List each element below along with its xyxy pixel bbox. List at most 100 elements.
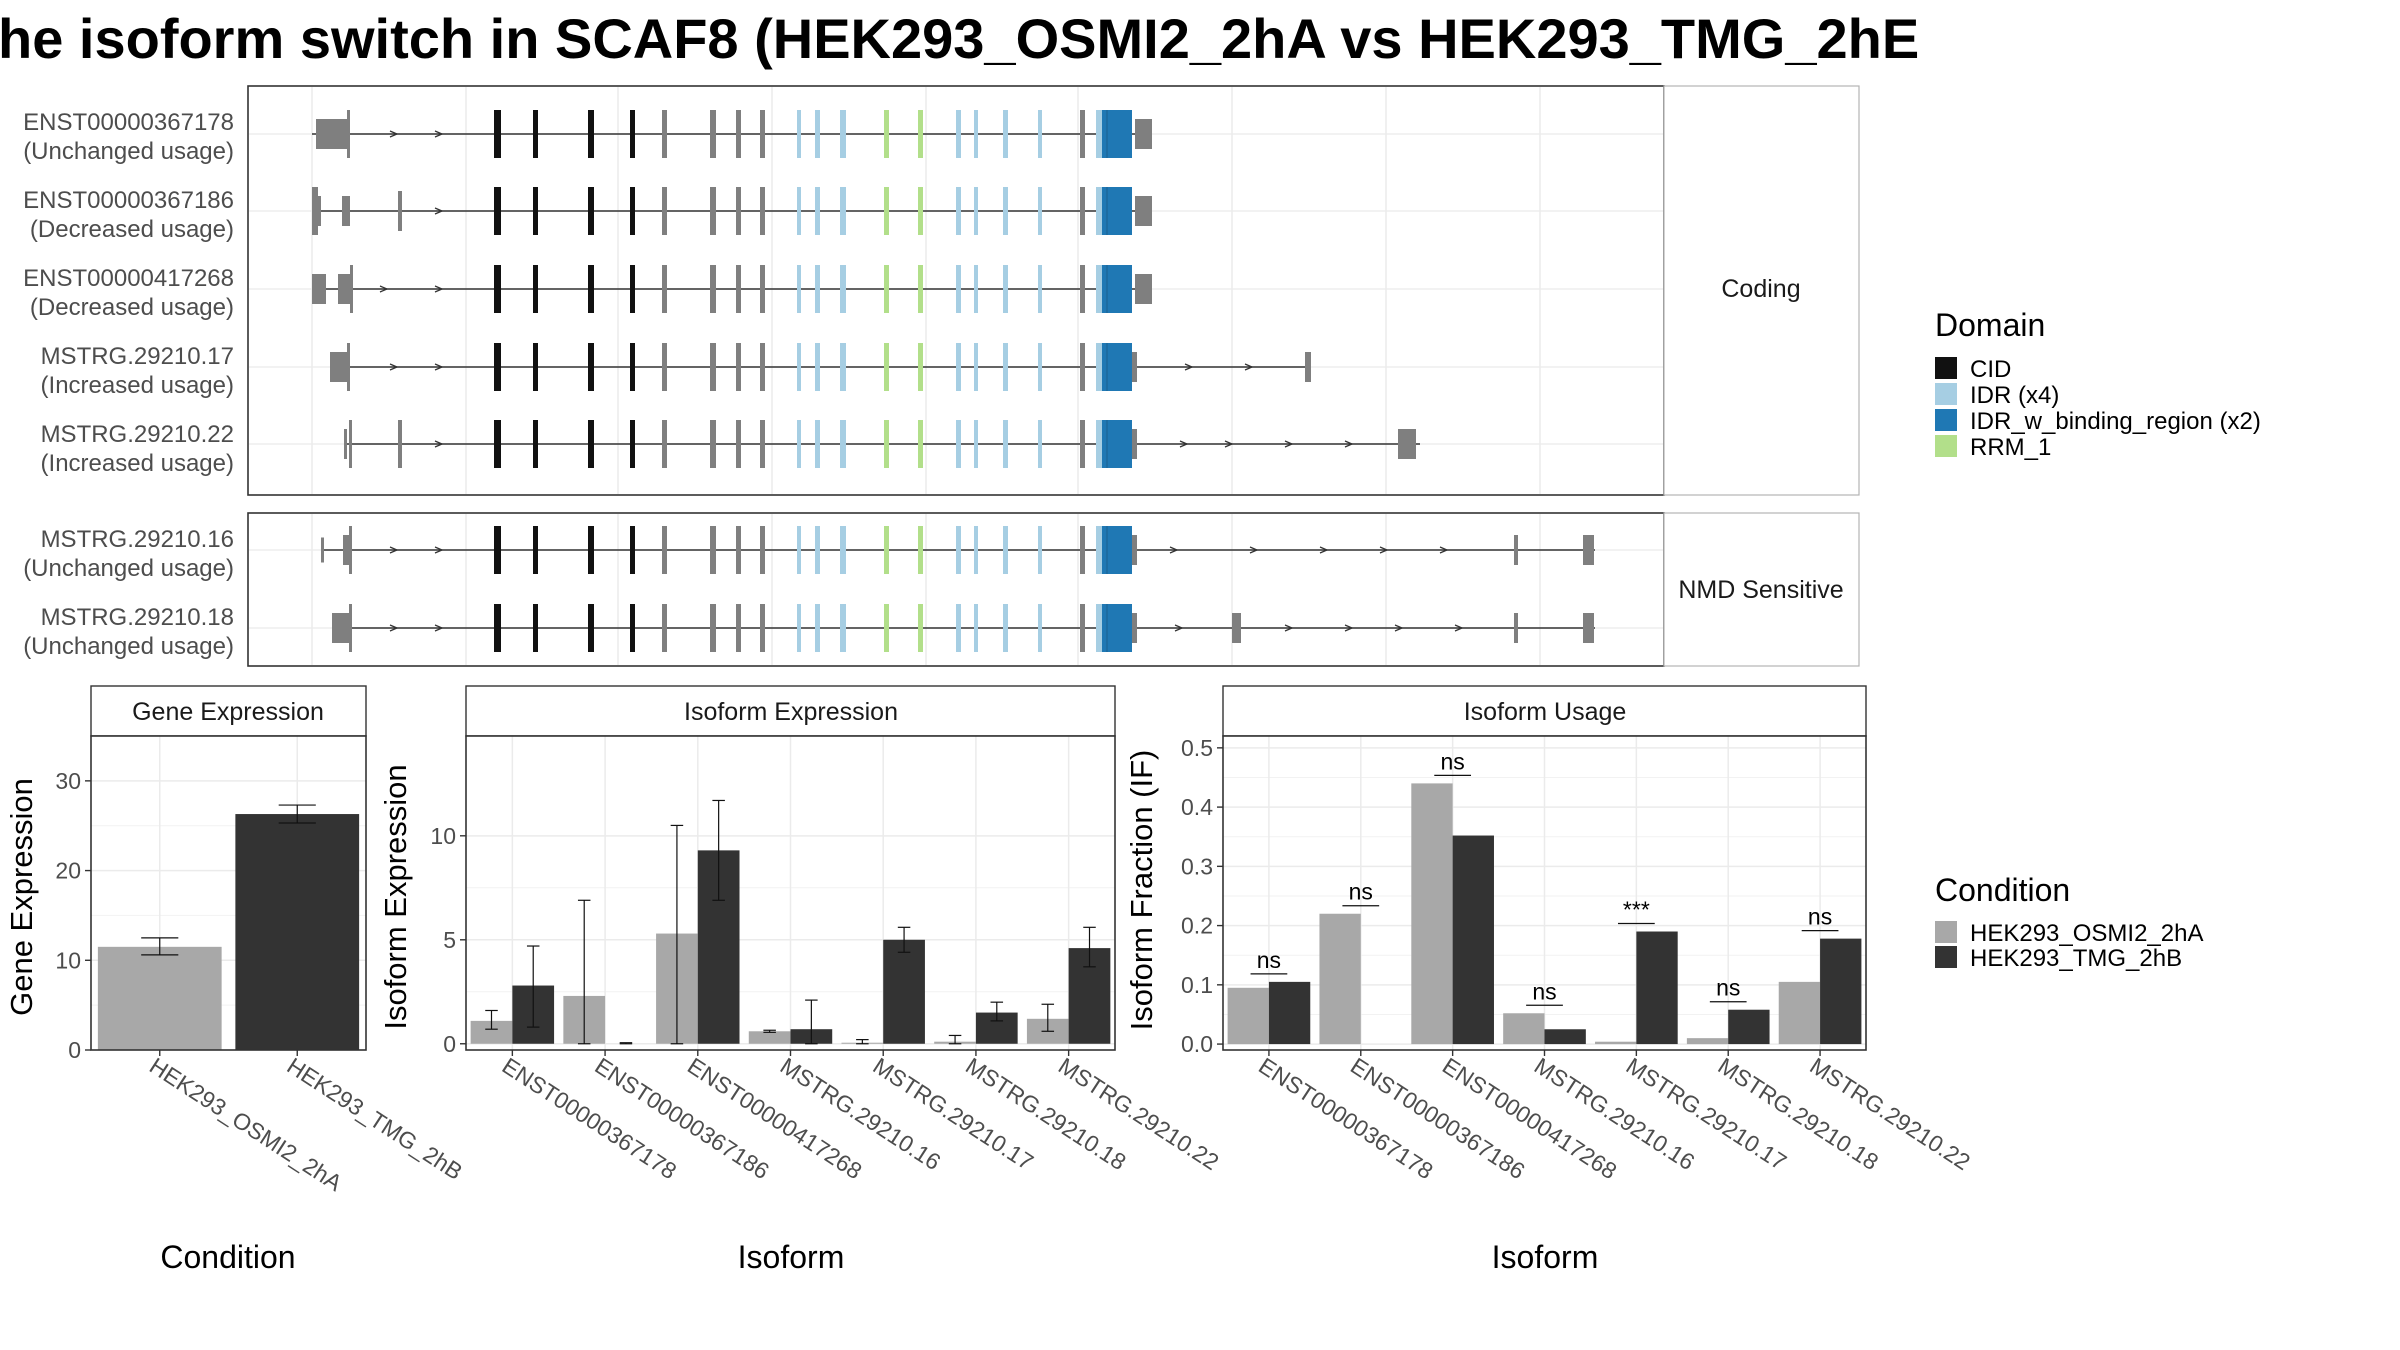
exon-domain-block: [494, 420, 501, 468]
nmd-strip: [1663, 512, 1860, 667]
exon-block: [342, 196, 350, 226]
isoform-expression-panel: Isoform Expression Isoform Isoform Expre…: [378, 685, 1224, 1275]
exon-domain-block: [630, 110, 635, 158]
x-tick-label: ENST00000417268: [683, 1052, 867, 1184]
exon-domain-block: [840, 526, 846, 574]
nmd-strip-label: NMD Sensitive: [1678, 576, 1843, 604]
exon-domain-block: [1096, 526, 1102, 574]
strand-arrow: [1249, 546, 1259, 554]
exon-domain-block: [710, 420, 716, 468]
x-tick-label: ENST00000367178: [1254, 1052, 1438, 1184]
exon-domain-block: [533, 420, 538, 468]
x-tick-label: MSTRG.29210.18: [961, 1052, 1131, 1175]
y-tick-label: 0: [443, 1031, 456, 1057]
transcript-track: [332, 604, 1595, 652]
isoform-usage-xlabel: Isoform: [1492, 1239, 1599, 1275]
exon-domain-block: [884, 110, 889, 158]
strand-arrow: [1224, 440, 1234, 448]
legend-label-idr: IDR (x4): [1970, 382, 2059, 409]
significance-label: ***: [1623, 897, 1650, 923]
bar: [1595, 1041, 1637, 1045]
exon-domain-block: [797, 265, 801, 313]
y-tick-label: 10: [430, 823, 456, 849]
strand-arrow: [1284, 440, 1294, 448]
legend-label-cond-b: HEK293_TMG_2hB: [1970, 945, 2182, 972]
exon-domain-block: [494, 110, 501, 158]
exon-domain-block: [710, 110, 716, 158]
exon-domain-block: [1003, 187, 1008, 235]
exon-domain-block: [1096, 604, 1102, 652]
exon-block: [1583, 535, 1594, 565]
exon-block: [312, 274, 326, 304]
exon-block: [1132, 429, 1137, 459]
track-1-name: ENST00000367186: [23, 187, 234, 214]
domain-legend-title: Domain: [1935, 307, 2045, 343]
exon-domain-block: [918, 343, 923, 391]
isoform-usage-ylabel: Isoform Fraction (IF): [1124, 750, 1159, 1031]
exon-domain-block: [494, 187, 501, 235]
strand-arrow: [389, 546, 399, 554]
exon-domain-block: [1003, 343, 1008, 391]
exon-domain-block: [1080, 420, 1085, 468]
exon-domain-block: [797, 526, 801, 574]
track-5-status: (Unchanged usage): [23, 555, 234, 582]
isoform-usage-strip: [1222, 685, 1867, 737]
exon-domain-block: [533, 526, 538, 574]
exon-domain-block: [918, 265, 923, 313]
exon-domain-block: [588, 110, 594, 158]
x-tick-label: MSTRG.29210.17: [868, 1052, 1038, 1175]
significance-label: ns: [1716, 975, 1740, 1001]
exon-domain-block: [710, 343, 716, 391]
track-4-name: MSTRG.29210.22: [41, 421, 234, 448]
exon-domain-block: [1038, 343, 1042, 391]
exon-domain-block: [1096, 187, 1102, 235]
strand-arrow: [434, 207, 444, 215]
exon-domain-block: [974, 604, 978, 652]
exon-domain-block: [1080, 343, 1085, 391]
significance-label: ns: [1808, 904, 1832, 930]
exon-domain-block: [956, 265, 961, 313]
y-tick-label: 10: [55, 947, 81, 973]
strand-arrow: [434, 546, 444, 554]
exon-block: [338, 274, 350, 304]
strand-arrow: [1174, 624, 1184, 632]
exon-domain-block: [974, 265, 978, 313]
strand-arrow: [1244, 363, 1254, 371]
strand-arrow: [1319, 546, 1329, 554]
exon-domain-block: [956, 110, 961, 158]
transcript-track: [312, 187, 1152, 235]
exon-domain-block: [736, 343, 741, 391]
exon-domain-block: [1003, 526, 1008, 574]
x-tick-label: ENST00000367178: [498, 1052, 682, 1184]
exon-block: [1132, 352, 1137, 382]
exon-domain-block: [630, 187, 635, 235]
strand-arrow: [434, 130, 444, 138]
exon-block: [312, 187, 318, 235]
exon-domain-block: [1038, 110, 1042, 158]
exon-domain-block: [797, 110, 801, 158]
strand-arrow: [1379, 546, 1389, 554]
track-6-status: (Unchanged usage): [23, 633, 234, 660]
x-tick-label: MSTRG.29210.22: [1054, 1052, 1224, 1175]
exon-block: [1398, 429, 1416, 459]
strand-arrow: [434, 624, 444, 632]
exon-domain-block: [884, 420, 889, 468]
exon-domain-block: [1003, 110, 1008, 158]
significance-label: ns: [1532, 978, 1556, 1004]
exon-block: [349, 420, 352, 468]
exon-domain-block: [760, 343, 765, 391]
exon-domain-block: [1096, 110, 1102, 158]
exon-domain-block: [840, 343, 846, 391]
exon-domain-block: [533, 604, 538, 652]
exon-domain-block: [533, 110, 538, 158]
exon-domain-block: [797, 604, 801, 652]
x-tick-label: MSTRG.29210.16: [1530, 1052, 1700, 1175]
exon-domain-block: [1080, 187, 1085, 235]
bar: [1411, 783, 1453, 1045]
y-tick-label: 30: [55, 768, 81, 794]
exon-domain-block: [662, 265, 667, 313]
exon-block: [1132, 535, 1137, 565]
exon-domain-block: [588, 526, 594, 574]
bar: [1636, 931, 1678, 1045]
exon-block: [347, 343, 350, 391]
